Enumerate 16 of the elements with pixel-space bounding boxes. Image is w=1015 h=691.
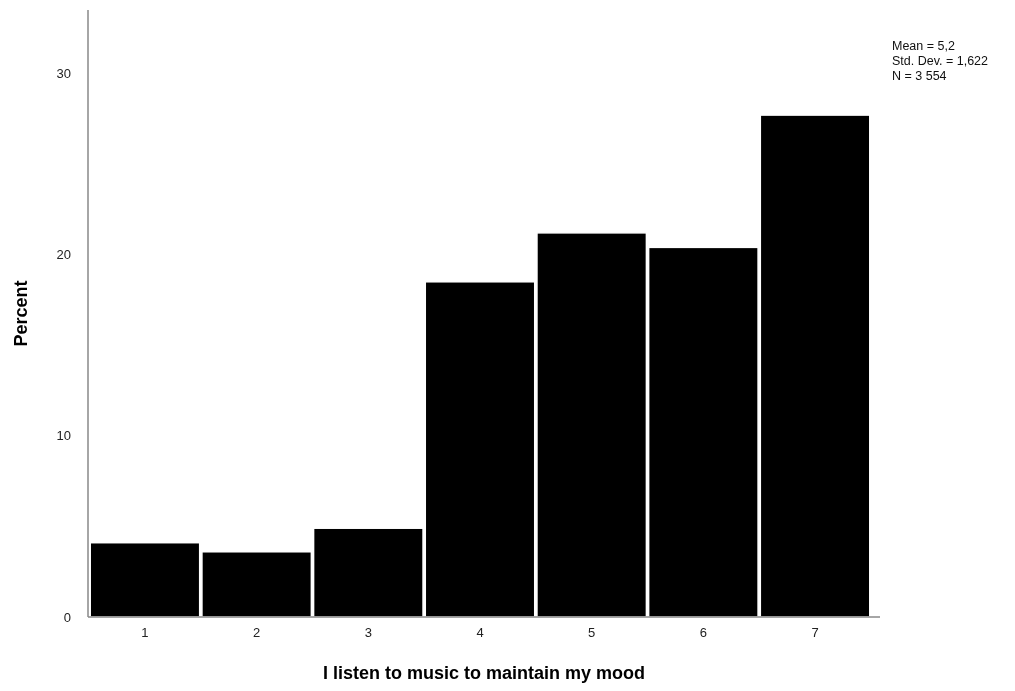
- text: Std. Dev. = 1,622: [892, 54, 989, 68]
- x-tick-label: 1: [141, 625, 149, 640]
- text: N = 3 554: [892, 69, 947, 83]
- y-axis-title: Percent: [11, 280, 31, 347]
- x-tick-label: 6: [699, 625, 707, 640]
- x-tick-label: 5: [588, 625, 596, 640]
- y-tick-label: 30: [56, 65, 71, 81]
- y-tick-label: 10: [56, 428, 71, 444]
- y-tick-label: 0: [63, 609, 71, 625]
- x-tick-label: 2: [253, 625, 261, 640]
- y-tick-label: 20: [56, 247, 71, 263]
- x-tick-label: 7: [811, 625, 819, 640]
- x-tick-label: 4: [476, 625, 484, 640]
- x-axis-title: I listen to music to maintain my mood: [322, 663, 646, 683]
- x-tick-label: 3: [364, 625, 372, 640]
- text: Mean = 5,2: [892, 39, 955, 53]
